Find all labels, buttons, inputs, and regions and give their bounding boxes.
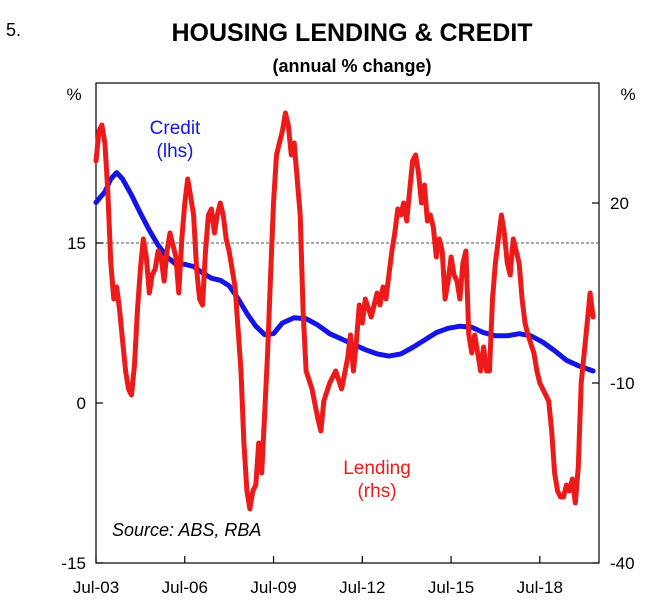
x-axis-tick-label: Jul-06 [162,578,208,597]
x-axis-tick-label: Jul-12 [339,578,385,597]
left-axis-unit: % [66,85,81,104]
right-axis-tick-label: -10 [610,374,635,393]
plot-frame [95,82,600,564]
series-line-credit [93,170,596,374]
x-axis-tick-label: Jul-03 [73,578,119,597]
x-axis-tick-label: Jul-15 [428,578,474,597]
figure-number: 5. [6,20,21,40]
x-axis-tick-label: Jul-09 [250,578,296,597]
series [93,110,596,512]
series-line-lending [93,110,596,512]
right-axis-unit: % [620,85,635,104]
series-label-credit: Credit (lhs) [150,118,201,162]
chart-title: HOUSING LENDING & CREDIT [171,19,532,47]
left-axis-tick-label: 15 [67,234,86,253]
chart-subtitle: (annual % change) [272,56,431,76]
right-axis-tick-label: -40 [610,554,635,573]
left-axis-tick-label: 0 [77,394,86,413]
right-axis-tick-label: 20 [610,194,629,213]
x-axis-tick-label: Jul-18 [517,578,563,597]
axes: % % -15 0 15 -40 -10 20 Jul-03 Jul-06 Jul-09 Jul-… [61,85,635,597]
series-labels: Credit (lhs) Lending (rhs) [150,118,411,502]
source-note: Source: ABS, RBA [112,520,261,540]
left-axis-tick-label: -15 [61,554,86,573]
series-label-lending: Lending (rhs) [343,458,411,502]
